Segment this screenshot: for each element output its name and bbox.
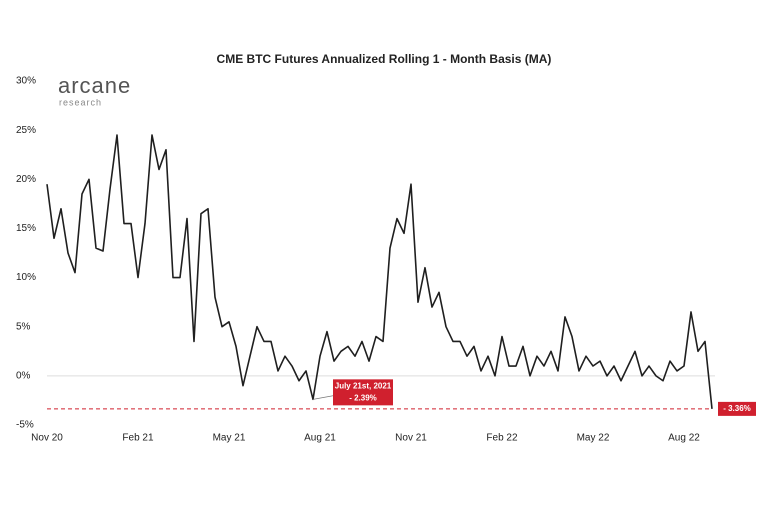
- annotation: July 21st, 2021: [335, 381, 392, 390]
- value-label-box: [718, 401, 756, 416]
- x-tick-label: Nov 20: [31, 433, 63, 444]
- callout-line: [312, 394, 336, 400]
- x-tick-label: Aug 22: [668, 433, 700, 444]
- x-tick-label: May 21: [213, 433, 246, 444]
- y-tick-label: -5%: [16, 420, 34, 431]
- x-tick-label: Feb 21: [122, 433, 154, 444]
- y-tick-label: 10%: [16, 272, 36, 283]
- x-tick-label: Aug 21: [304, 433, 336, 444]
- y-tick-label: 25%: [16, 125, 36, 136]
- line-series: [46, 134, 713, 409]
- y-tick-label: 30%: [16, 76, 36, 87]
- value-label: - 3.36%: [723, 404, 751, 413]
- x-tick-label: Nov 21: [395, 433, 427, 444]
- y-tick-label: 20%: [16, 174, 36, 185]
- annotation-box: [333, 379, 393, 406]
- y-tick-label: 15%: [16, 223, 36, 234]
- logo: arcane: [58, 73, 131, 98]
- chart-title: CME BTC Futures Annualized Rolling 1 - M…: [217, 52, 552, 66]
- x-tick-label: Feb 22: [486, 433, 518, 444]
- x-tick-label: May 22: [577, 433, 610, 444]
- value-label: - 2.39%: [349, 393, 377, 402]
- y-tick-label: 0%: [16, 370, 31, 381]
- y-tick-label: 5%: [16, 321, 31, 332]
- logo-subtitle: research: [59, 97, 102, 107]
